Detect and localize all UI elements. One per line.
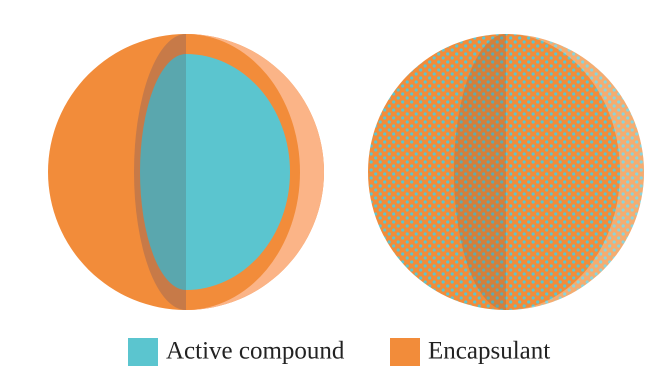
core-shell-sphere: [48, 34, 324, 310]
legend-swatch: [128, 338, 158, 366]
legend-label: Active compound: [166, 338, 345, 365]
matrix-sphere: [368, 34, 644, 310]
legend-label: Encapsulant: [428, 338, 550, 365]
diagram: Active compound Encapsulant: [0, 0, 669, 368]
legend: Active compound Encapsulant: [128, 338, 550, 366]
legend-swatch: [390, 338, 420, 366]
